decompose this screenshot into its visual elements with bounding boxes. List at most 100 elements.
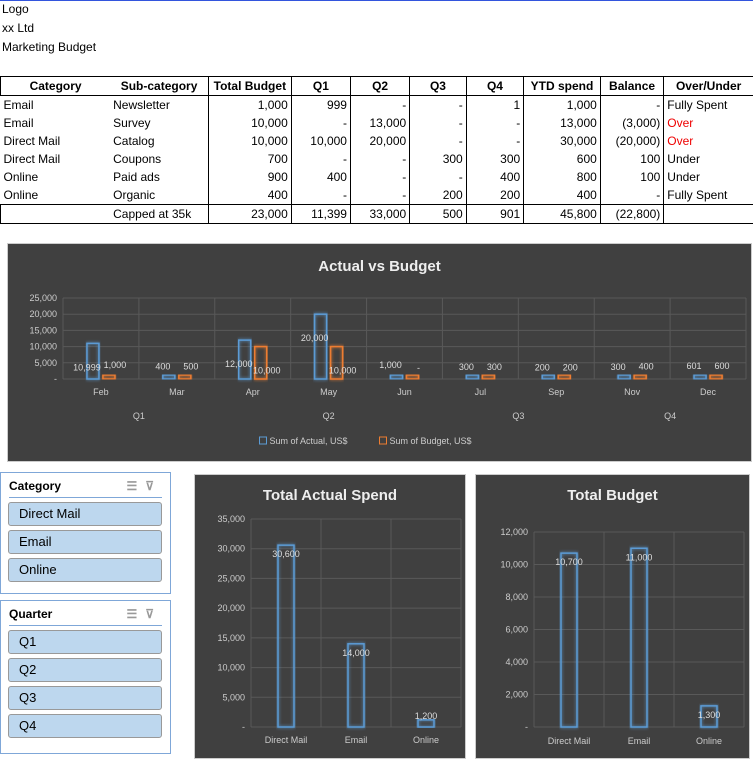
company-name: xx Ltd — [2, 21, 35, 35]
table-cell: Coupons — [113, 152, 162, 166]
table-cell: Email — [3, 116, 34, 130]
clear-filter-icon[interactable]: ⊽ — [145, 479, 162, 493]
data-label: 300 — [459, 362, 474, 372]
slicer-item-online[interactable]: Online — [8, 558, 162, 582]
x-tick-label: Online — [413, 735, 439, 745]
bar-direct-mail — [560, 552, 578, 728]
slicer-item-email[interactable]: Email — [8, 530, 162, 554]
data-label: 10,000 — [329, 366, 357, 376]
actual-vs-budget-chart[interactable]: Actual vs Budget - 5,000 10,000 15,000 20,000… — [7, 243, 752, 462]
bar-jun — [405, 374, 420, 380]
table-cell: Under — [663, 150, 753, 168]
y-tick-label: 8,000 — [505, 592, 528, 602]
data-label: - — [417, 363, 420, 373]
y-tick-label: 20,000 — [29, 309, 57, 319]
slicer-item-q1[interactable]: Q1 — [8, 630, 162, 654]
quarter-axis-label: Q2 — [323, 411, 335, 421]
table-cell: - — [409, 132, 467, 150]
bar-sep — [541, 374, 556, 380]
y-tick-label: 4,000 — [505, 657, 528, 667]
table-cell: 900 — [207, 168, 292, 186]
table-cell: (20,000) — [599, 132, 664, 150]
table-cell: - — [290, 114, 351, 132]
legend-swatch — [379, 436, 387, 445]
table-cell: - — [409, 114, 467, 132]
quarter-axis-label: Q4 — [664, 411, 676, 421]
data-label: 12,000 — [225, 359, 253, 369]
table-cell — [663, 204, 753, 224]
x-tick-label: May — [320, 387, 338, 397]
x-tick-label: Nov — [624, 387, 641, 397]
y-tick-label: 15,000 — [217, 633, 245, 643]
y-tick-label: 30,000 — [217, 544, 245, 554]
y-tick-label: 10,000 — [217, 663, 245, 673]
chart-title: Total Budget — [567, 487, 658, 504]
data-label: 30,600 — [272, 549, 300, 559]
table-cell: 1,000 — [207, 95, 292, 114]
bar-nov — [633, 374, 647, 380]
bar-sep — [557, 374, 572, 380]
table-cell — [0, 204, 111, 224]
bar-email — [630, 547, 648, 728]
bar-jul — [465, 374, 480, 380]
x-tick-label: Feb — [93, 387, 109, 397]
table-cell: 901 — [465, 204, 524, 224]
table-cell: Direct Mail — [3, 134, 61, 148]
multi-select-icon[interactable]: ☰ — [126, 607, 146, 621]
logo-text: Logo — [2, 2, 29, 16]
slicer-item-q4[interactable]: Q4 — [8, 714, 162, 738]
y-tick-label: 25,000 — [217, 573, 245, 583]
y-tick-label: 10,000 — [500, 560, 528, 570]
x-tick-label: Dec — [700, 387, 717, 397]
bar-nov — [617, 374, 631, 380]
bar-dec — [693, 374, 707, 380]
column-header: Q3 — [409, 76, 467, 96]
column-header: Sub-category — [110, 76, 209, 96]
slicer-item-q3[interactable]: Q3 — [8, 686, 162, 710]
slicer-title: Quarter — [9, 607, 53, 621]
data-label: 400 — [155, 362, 170, 372]
total-actual-spend-chart[interactable]: Total Actual Spend - 5,000 10,000 15,000 20,0… — [194, 474, 466, 759]
table-cell: 800 — [523, 168, 601, 186]
y-tick-label: 15,000 — [29, 325, 57, 335]
table-cell: 200 — [409, 186, 467, 205]
table-cell: 400 — [523, 186, 601, 205]
table-cell: 600 — [523, 150, 601, 168]
window-top-border — [0, 0, 753, 1]
total-budget-chart[interactable]: Total Budget - 2,000 4,000 6,000 8,000 10,000 1… — [475, 474, 750, 759]
table-cell: 1,000 — [523, 95, 601, 114]
table-cell: Survey — [113, 116, 151, 130]
slicer-item-q2[interactable]: Q2 — [8, 658, 162, 682]
table-cell: - — [349, 150, 410, 168]
table-cell: 400 — [290, 168, 351, 186]
bar-apr — [253, 345, 268, 380]
table-cell: - — [290, 150, 351, 168]
slicer-title: Category — [9, 479, 62, 493]
table-cell: 200 — [465, 186, 524, 205]
y-tick-label: 5,000 — [34, 358, 57, 368]
table-cell: - — [349, 168, 410, 186]
x-tick-label: Mar — [169, 387, 185, 397]
y-tick-label: - — [525, 722, 528, 732]
clear-filter-icon[interactable]: ⊽ — [145, 607, 162, 621]
bar-mar — [178, 374, 192, 380]
slicer-item-direct-mail[interactable]: Direct Mail — [8, 502, 162, 526]
data-label: 500 — [183, 361, 198, 371]
table-cell: 10,000 — [207, 114, 292, 132]
table-cell: Organic — [113, 188, 156, 202]
table-cell: 20,000 — [349, 132, 410, 150]
bar-mar — [162, 374, 176, 380]
table-cell: 45,800 — [523, 204, 601, 224]
data-label: 1,200 — [415, 711, 438, 721]
table-cell: 11,399 — [290, 204, 351, 224]
x-tick-label: Direct Mail — [548, 736, 591, 746]
y-tick-label: 12,000 — [500, 527, 528, 537]
table-row: Online Paid ads 900 400- -400 800 100 Under — [1, 168, 753, 186]
multi-select-icon[interactable]: ☰ — [126, 479, 146, 493]
column-header: Q2 — [349, 76, 410, 96]
total-row: Capped at 35k 23,000 11,399 33,000 500 901 45,… — [0, 204, 753, 224]
bar-apr — [237, 339, 252, 380]
y-tick-label: 20,000 — [217, 603, 245, 613]
y-tick-label: - — [54, 374, 57, 384]
bar-dec — [709, 374, 723, 380]
